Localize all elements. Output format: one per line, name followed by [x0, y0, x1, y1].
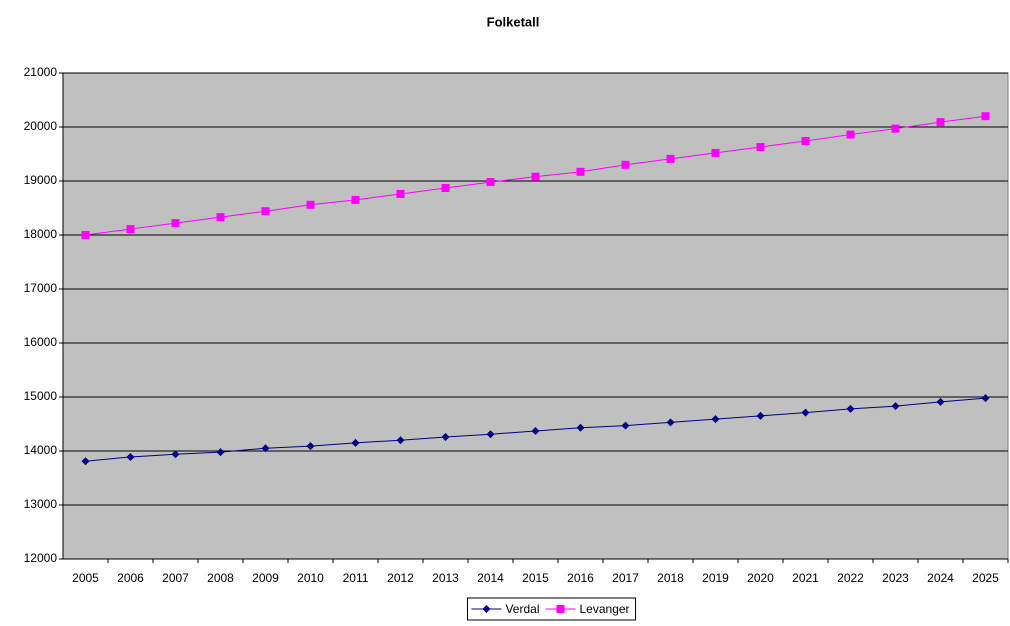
x-tick-label: 2025 [972, 571, 999, 585]
y-tick-label: 18000 [24, 227, 58, 241]
x-tick-label: 2008 [207, 571, 234, 585]
x-tick-label: 2010 [297, 571, 324, 585]
y-tick-label: 17000 [24, 281, 58, 295]
marker [711, 148, 720, 157]
x-tick-label: 2013 [432, 571, 459, 585]
x-tick-label: 2023 [882, 571, 909, 585]
marker [666, 418, 675, 427]
marker [981, 394, 990, 403]
marker [621, 421, 630, 430]
marker [936, 118, 945, 127]
marker [801, 408, 810, 417]
y-tick-label: 15000 [24, 389, 58, 403]
legend-marker [482, 605, 491, 613]
x-tick-label: 2009 [252, 571, 279, 585]
x-tick-label: 2005 [72, 571, 99, 585]
x-tick-label: 2024 [927, 571, 954, 585]
marker [306, 200, 315, 209]
x-tick-label: 2014 [477, 571, 504, 585]
marker [261, 444, 270, 453]
marker [576, 423, 585, 432]
y-tick-label: 12000 [24, 551, 58, 565]
marker [756, 411, 765, 420]
marker [81, 231, 90, 239]
marker [981, 112, 990, 121]
x-tick-label: 2007 [162, 571, 189, 585]
marker [351, 195, 360, 204]
marker [666, 154, 675, 163]
y-tick-label: 14000 [24, 443, 58, 457]
marker [81, 457, 90, 466]
x-tick-label: 2011 [343, 571, 369, 585]
marker [936, 397, 945, 406]
legend-marker [556, 605, 565, 613]
marker [486, 178, 495, 187]
legend-label: Verdal [505, 602, 539, 616]
marker [621, 160, 630, 169]
marker [396, 189, 405, 198]
marker [531, 427, 540, 436]
marker [441, 184, 450, 193]
x-tick-label: 2022 [837, 571, 864, 585]
y-tick-label: 13000 [24, 497, 58, 511]
plot-area [62, 72, 1009, 560]
legend: Verdal Levanger [466, 597, 637, 621]
marker [216, 213, 225, 222]
marker [261, 207, 270, 216]
marker [396, 436, 405, 445]
chart-title: Folketall [487, 14, 540, 29]
x-tick-label: 2006 [117, 571, 144, 585]
marker [126, 225, 135, 234]
legend-label: Levanger [579, 602, 629, 616]
x-tick-label: 2020 [747, 571, 774, 585]
marker [441, 432, 450, 441]
x-tick-label: 2015 [522, 571, 549, 585]
marker [351, 438, 360, 447]
marker [216, 448, 225, 457]
x-tick-label: 2018 [657, 571, 684, 585]
y-tick-label: 20000 [24, 119, 58, 133]
marker [306, 442, 315, 451]
marker [846, 130, 855, 139]
marker [576, 167, 585, 176]
marker [891, 124, 900, 133]
marker [891, 402, 900, 411]
marker [126, 452, 135, 461]
x-tick-label: 2019 [702, 571, 729, 585]
x-tick-label: 2017 [612, 571, 639, 585]
marker [531, 172, 540, 181]
marker [801, 137, 810, 146]
x-tick-label: 2012 [387, 571, 414, 585]
marker [846, 404, 855, 413]
y-tick-label: 19000 [24, 173, 58, 187]
y-tick-label: 21000 [24, 65, 58, 79]
marker [486, 430, 495, 439]
x-tick-label: 2021 [792, 571, 819, 585]
marker [756, 142, 765, 151]
marker [171, 450, 180, 459]
x-tick-label: 2016 [567, 571, 594, 585]
marker [711, 415, 720, 424]
y-tick-label: 16000 [24, 335, 58, 349]
marker [171, 219, 180, 228]
